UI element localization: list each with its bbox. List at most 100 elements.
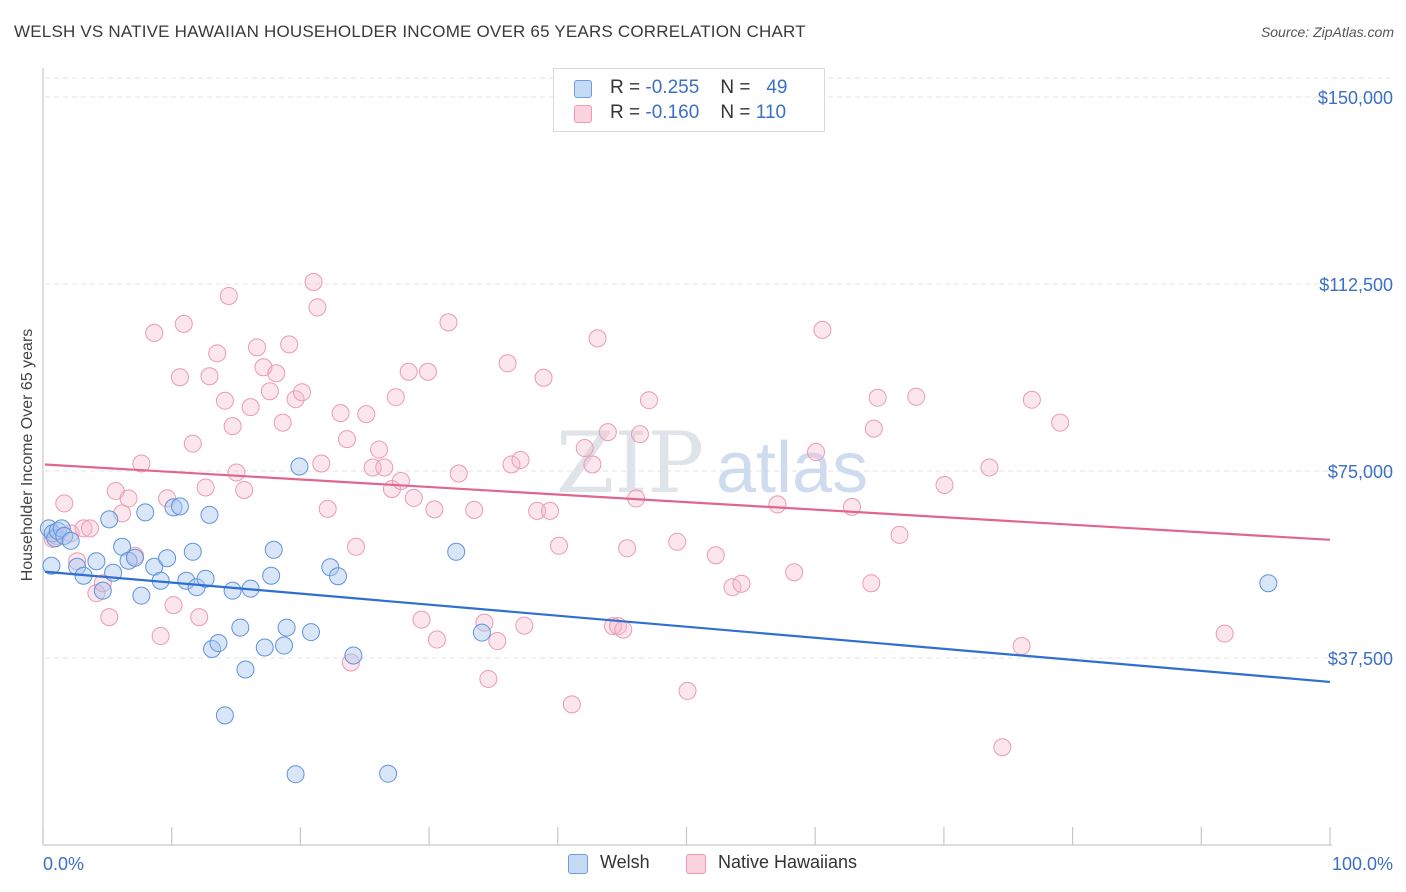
welsh-swatch [568,854,588,874]
welsh-point [286,765,305,784]
trend-lines [44,463,1331,684]
hawaiian-point [907,387,926,406]
hawaiian-point [248,338,267,357]
hawaiian-point [55,494,74,513]
welsh-point [262,566,281,585]
hawaiian-point [273,413,292,432]
chart-title: WELSH VS NATIVE HAWAIIAN HOUSEHOLDER INC… [14,22,806,41]
gridlines [45,77,1395,659]
welsh-point [200,505,219,524]
hawaiian-point [1051,413,1070,432]
hawaiian-point [583,455,602,474]
welsh-point [275,636,294,655]
hawaiian-point [1012,637,1031,656]
welsh-points [39,457,1278,784]
n-value: 110 [755,102,787,123]
hawaiian-point [341,653,360,672]
hawaiian-point [304,273,323,292]
welsh-point [209,634,228,653]
welsh-point [223,581,242,600]
y-tick-label: $75,000 [1328,462,1393,482]
hawaiian-point [208,344,227,363]
welsh-point [164,498,183,517]
hawaiian-point [488,632,507,651]
hawaiian-point [132,454,151,473]
source-label: Source: ZipAtlas.com [1260,24,1394,40]
hawaiian-point [404,488,423,507]
welsh-point [472,623,491,642]
welsh-point [328,567,347,586]
hawaiian-point [479,669,498,688]
hawaiian-points [43,273,1234,757]
hawaiian-point [768,495,787,514]
r-value: -0.160 [645,102,700,123]
hawaiian-point [541,501,560,520]
welsh-point [1259,574,1278,593]
hawaiian-point [235,480,254,499]
hawaiian-point [498,354,517,373]
hawaiian-point [868,388,887,407]
hawaiian-point [158,489,177,508]
y-tick-label: $112,500 [1319,275,1393,295]
hawaiian-point [668,532,687,551]
hawaiian-point [227,463,246,482]
welsh-point [158,549,177,568]
hawaiian-point [337,430,356,449]
hawaiian-point [502,455,521,474]
hawaiian-point [639,391,658,410]
hawaiian-point [74,519,93,538]
hawaiian-point [312,454,331,473]
hawaiian-point [318,499,337,518]
welsh-point [132,586,151,605]
welsh-point [170,497,189,516]
hawaiian-point [399,362,418,381]
welsh-point [344,646,363,665]
welsh-point [277,618,296,637]
hawaiian-point [293,383,311,402]
hawaiian-point [386,388,405,407]
welsh-point [264,540,283,559]
hawaiian-point [890,525,909,544]
hawaiian-point [785,563,804,582]
hawaiian-point [241,398,260,417]
hawaiian-point [196,478,215,497]
hawaiian-point [200,367,219,386]
welsh-point [196,569,215,588]
hawaiian-point [391,471,410,490]
welsh-point [290,457,309,476]
hawaiian-point [183,434,202,453]
welsh-swatch [574,80,592,98]
hawaiian-point [534,368,553,387]
welsh-point [100,510,119,529]
stats-legend: R = -0.255 N = 49 R = -0.160 N = 110 [553,68,825,132]
hawaiian-point [864,419,883,438]
welsh-point [52,519,71,538]
hawaiian-point [145,323,164,342]
watermark-atlas: atlas [716,428,868,508]
welsh-point [136,503,155,522]
hawaiian-point [614,620,633,639]
hawaiian-point [511,451,530,470]
welsh-trend-line [44,570,1331,684]
welsh-point [255,638,274,657]
hawaiian-point [331,404,350,423]
hawaiian-point [678,681,697,700]
hawaiian-point [427,630,446,649]
r-value: -0.255 [645,77,700,98]
hawaiian-point [174,314,193,333]
hawaiian-point [357,405,376,424]
hawaiian-point [562,695,581,714]
x-tick-label-min: 0.0% [43,854,84,874]
hawaiian-point [412,610,431,629]
axes [42,68,1332,846]
hawaiian-point [215,391,234,410]
legend-hawaiian-label: Native Hawaiians [718,852,858,872]
hawaiian-point [598,423,617,442]
hawaiian-point [515,616,534,635]
r-label: R = [610,77,641,98]
hawaiian-point [164,596,183,615]
x-tick-label-max: 100.0% [1332,854,1393,874]
n-value: 49 [766,77,788,98]
legend-welsh-label: Welsh [600,852,650,872]
hawaiian-point [630,425,649,444]
